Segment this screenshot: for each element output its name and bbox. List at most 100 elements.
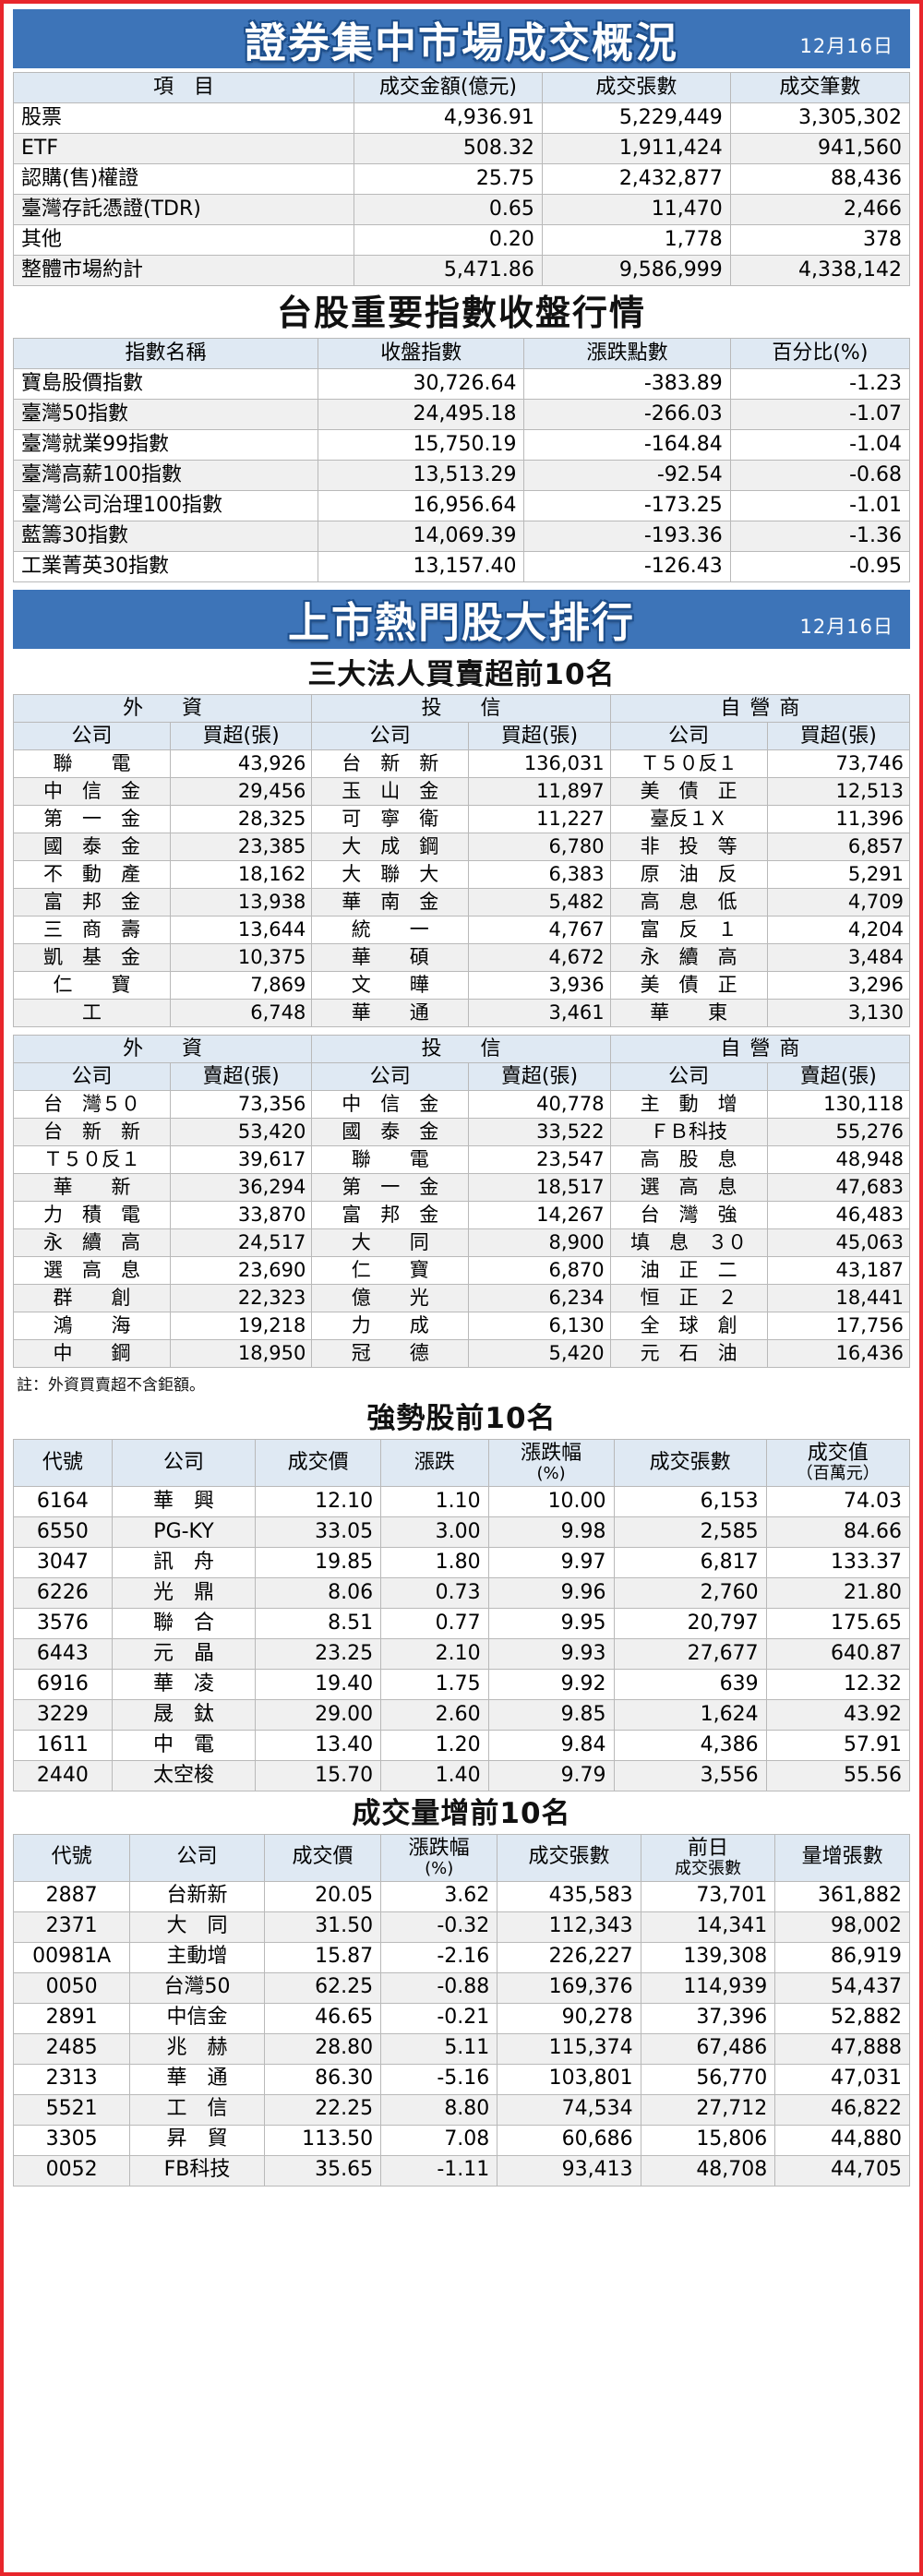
cell-value: 33,870 xyxy=(169,1201,313,1230)
cell-value: 4,672 xyxy=(468,943,611,973)
cell-lots: 1,911,424 xyxy=(541,133,731,164)
cell-value: 22,323 xyxy=(169,1284,313,1313)
cell-code: 3576 xyxy=(13,1607,113,1639)
group-trust: 投 信 xyxy=(311,1035,611,1064)
table-row: 鴻 海 19,218 力 成 6,130 全 球 創 17,756 xyxy=(13,1312,911,1341)
cell-company: 工 信 xyxy=(129,2093,265,2126)
table-header-row: 代號 公司 成交價 漲跌幅 (%) 成交張數 前日 成交張數 量增張數 xyxy=(12,1833,910,1882)
cell-value: 130,118 xyxy=(766,1090,911,1120)
table-row: 富 邦 金 13,938 華 南 金 5,482 高 息 低 4,709 xyxy=(13,888,911,917)
cell-company: 中 電 xyxy=(111,1729,257,1761)
col-item: 項 目 xyxy=(13,72,354,103)
cell-code: 2440 xyxy=(13,1759,113,1791)
group-dealer: 自營商 xyxy=(609,1035,911,1064)
cell-price: 15.87 xyxy=(263,1941,382,1973)
cell-turnover: 43.92 xyxy=(765,1698,911,1731)
table-row: 6443 元 晶 23.25 2.10 9.93 27,677 640.87 xyxy=(13,1637,911,1670)
cell-change: 1.20 xyxy=(380,1729,489,1761)
index-table-body: 寶島股價指數 30,726.64 -383.89 -1.23 臺灣50指數 24,495… xyxy=(12,367,911,582)
table-row: 臺灣就業99指數 15,750.19 -164.84 -1.04 xyxy=(12,428,911,461)
cell-price: 12.10 xyxy=(255,1485,382,1517)
cell-company: 主動增 xyxy=(129,1941,265,1973)
col-company: 公司 xyxy=(129,1833,265,1882)
cell-lots: 3,556 xyxy=(613,1759,767,1791)
cell-code: 2485 xyxy=(12,2032,131,2065)
cell-lots: 112,343 xyxy=(497,1911,641,1943)
table-row: 力 積 電 33,870 富 邦 金 14,267 台 灣 強 46,483 xyxy=(13,1201,911,1230)
cell-code: 6916 xyxy=(13,1668,113,1700)
index-table: 指數名稱 收盤指數 漲跌點數 百分比(%) 寶島股價指數 30,726.64 -38… xyxy=(12,337,911,582)
cell-change-pct: -0.95 xyxy=(729,550,911,582)
cell-lots: 4,386 xyxy=(613,1729,767,1761)
col-lots: 成交張數 xyxy=(613,1438,767,1487)
cell-deals: 4,338,142 xyxy=(729,255,911,286)
cell-value: 136,031 xyxy=(468,749,611,779)
cell-price: 86.30 xyxy=(263,2063,382,2095)
col-change: 漲跌 xyxy=(380,1438,489,1487)
cell-price: 33.05 xyxy=(255,1516,382,1548)
cell-code: 2371 xyxy=(12,1911,131,1943)
col-change-pct: 百分比(%) xyxy=(729,337,911,369)
cell-value: 5,420 xyxy=(468,1339,611,1369)
cell-index-name: 臺灣高薪100指數 xyxy=(12,459,319,491)
cell-lots: 103,801 xyxy=(497,2063,641,2095)
cell-price: 23.25 xyxy=(255,1637,382,1670)
cell-value: 10,375 xyxy=(169,943,313,973)
cell-price: 19.85 xyxy=(255,1546,382,1578)
cell-code: 2891 xyxy=(12,2002,131,2034)
market-summary-table: 項 目 成交金額(億元) 成交張數 成交筆數 股票 4,936.91 5,229,4… xyxy=(13,72,911,286)
col-change-pts: 漲跌點數 xyxy=(523,337,731,369)
cell-lots: 6,817 xyxy=(613,1546,767,1578)
group-foreign: 外 資 xyxy=(12,694,313,724)
cell-company: FB科技 xyxy=(129,2154,265,2187)
cell-value: 24,517 xyxy=(169,1228,313,1258)
cell-company: 永 續 高 xyxy=(13,1228,171,1258)
cell-turnover: 84.66 xyxy=(765,1516,911,1548)
cell-value: 8,900 xyxy=(468,1228,611,1258)
col-prev-lots-sub: 成交張數 xyxy=(674,1858,741,1878)
cell-code: 3047 xyxy=(13,1546,113,1578)
cell-change-pct: -1.23 xyxy=(729,367,911,400)
banner-market-summary: 證券集中市場成交概況 12月16日 xyxy=(13,9,910,68)
cell-company: 台 新 新 xyxy=(13,1118,171,1147)
cell-turnover: 175.65 xyxy=(765,1607,911,1639)
cell-value: 3,461 xyxy=(468,999,611,1028)
cell-index-name: 臺灣50指數 xyxy=(12,398,319,430)
col-lot-increase: 量增張數 xyxy=(774,1833,910,1882)
cell-value: 23,690 xyxy=(169,1256,313,1286)
cell-company: 仁 寶 xyxy=(311,1256,470,1286)
cell-lots: 27,677 xyxy=(613,1637,767,1670)
cell-close: 13,157.40 xyxy=(318,550,525,582)
cell-lot-increase: 44,705 xyxy=(774,2154,910,2187)
table-row: 認購(售)權證 25.75 2,432,877 88,436 xyxy=(13,163,911,195)
cell-company: 昇 貿 xyxy=(129,2124,265,2156)
table-row: 0052 FB科技 35.65 -1.11 93,413 48,708 44,705 xyxy=(12,2154,910,2187)
table-row: 國 泰 金 23,385 大 成 鋼 6,780 非 投 等 6,857 xyxy=(13,833,911,862)
col-amount: 成交金額(億元) xyxy=(353,72,543,103)
cell-change: 1.10 xyxy=(380,1485,489,1517)
table-row: 臺灣公司治理100指數 16,956.64 -173.25 -1.01 xyxy=(12,489,911,521)
group-header-row: 外 資 投 信 自營商 xyxy=(12,1035,911,1064)
cell-close: 15,750.19 xyxy=(318,428,525,461)
cell-value: 3,296 xyxy=(766,971,911,1000)
cell-change: 1.75 xyxy=(380,1668,489,1700)
volume-growth-table: 代號 公司 成交價 漲跌幅 (%) 成交張數 前日 成交張數 量增張數 2 xyxy=(12,1833,910,2187)
col-price: 成交價 xyxy=(263,1833,382,1882)
cell-change-pct: 8.80 xyxy=(380,2093,498,2126)
cell-value: 11,396 xyxy=(766,805,911,834)
table-row: 仁 寶 7,869 文 曄 3,936 美 債 正 3,296 xyxy=(13,971,911,1000)
cell-value: 47,683 xyxy=(766,1173,911,1203)
cell-company: 全 球 創 xyxy=(609,1312,768,1341)
cell-item: 臺灣存託憑證(TDR) xyxy=(13,194,354,225)
cell-lot-increase: 47,031 xyxy=(774,2063,910,2095)
table-row: 3305 昇 貿 113.50 7.08 60,686 15,806 44,880 xyxy=(12,2124,910,2156)
institutional-sell-table: 外 資 投 信 自營商 公司 賣超(張) 公司 賣超(張) 公司 賣超(張) 台… xyxy=(12,1035,911,1369)
table-row: 臺灣50指數 24,495.18 -266.03 -1.07 xyxy=(12,398,911,430)
cell-lots: 1,778 xyxy=(541,224,731,256)
cell-change-pct: -0.88 xyxy=(380,1971,498,2004)
cell-company: 中信金 xyxy=(129,2002,265,2034)
cell-company: 玉 山 金 xyxy=(311,777,470,807)
cell-company: 非 投 等 xyxy=(609,833,768,862)
cell-change: 2.60 xyxy=(380,1698,489,1731)
cell-company: 臺反１Ｘ xyxy=(609,805,768,834)
